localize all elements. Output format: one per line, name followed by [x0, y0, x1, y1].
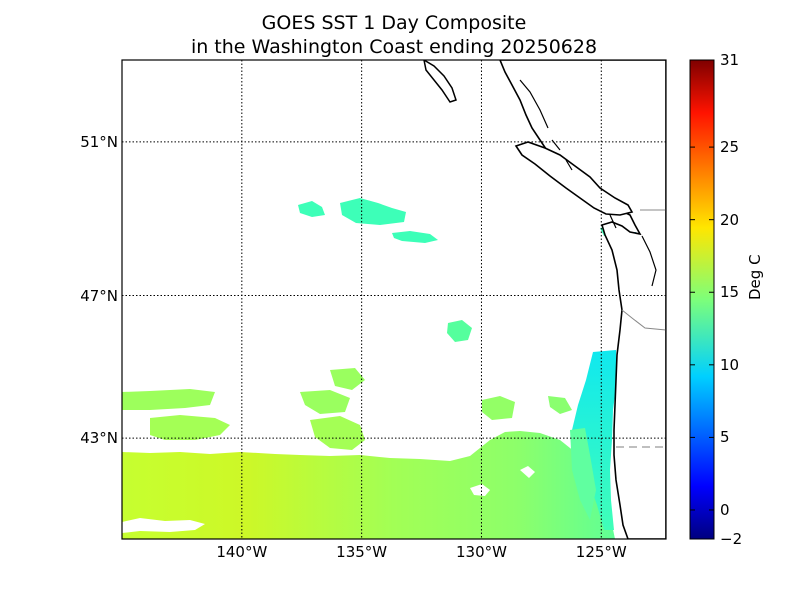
colorbar-ticks — [690, 59, 714, 540]
sst-patch — [298, 201, 325, 217]
sst-patch — [150, 415, 230, 440]
sst-patch — [310, 416, 365, 450]
haida-gwaii — [423, 60, 457, 103]
sst-coastal-cool — [572, 350, 617, 530]
colorbar-tick-label: −2 — [720, 530, 743, 548]
map-subtitle: in the Washington Coast ending 20250628 — [190, 36, 598, 58]
colorbar-tick-label: 20 — [720, 210, 740, 229]
colorbar — [689, 59, 715, 540]
colorbar-tick-label: 5 — [720, 428, 730, 447]
colorbar-tick-label: 0 — [720, 500, 730, 519]
longitude-label: 135°W — [336, 543, 388, 561]
map-frame — [121, 59, 667, 540]
colorbar-tick-label: 10 — [720, 355, 740, 374]
sst-patch — [447, 320, 472, 342]
latitude-label: 43°N — [80, 429, 118, 448]
longitude-label: 130°W — [455, 543, 507, 561]
land — [423, 60, 666, 539]
sst-patch — [548, 396, 572, 414]
longitude-label: 140°W — [216, 543, 268, 561]
graticule — [122, 60, 666, 539]
sst-patch — [330, 368, 365, 390]
colorbar-tick-label: 31 — [720, 51, 740, 69]
colorbar-label: Deg C — [746, 254, 764, 300]
vancouver-island — [514, 141, 634, 216]
coastline — [499, 60, 666, 539]
sst-field — [122, 198, 640, 539]
sst-patch — [392, 231, 438, 243]
colorbar-tick-label: 25 — [720, 138, 740, 157]
map-title: GOES SST 1 Day Composite — [261, 12, 527, 34]
sst-patch — [122, 389, 215, 410]
colorbar-tick-label: 15 — [720, 283, 740, 302]
sst-patch — [340, 198, 406, 225]
sst-patch — [482, 396, 515, 420]
latitude-label: 51°N — [80, 132, 118, 151]
state-border — [621, 309, 666, 331]
sst-patch — [300, 390, 350, 414]
sst-warm-band — [122, 431, 615, 539]
longitude-label: 125°W — [575, 543, 627, 561]
latitude-label: 47°N — [80, 286, 118, 305]
